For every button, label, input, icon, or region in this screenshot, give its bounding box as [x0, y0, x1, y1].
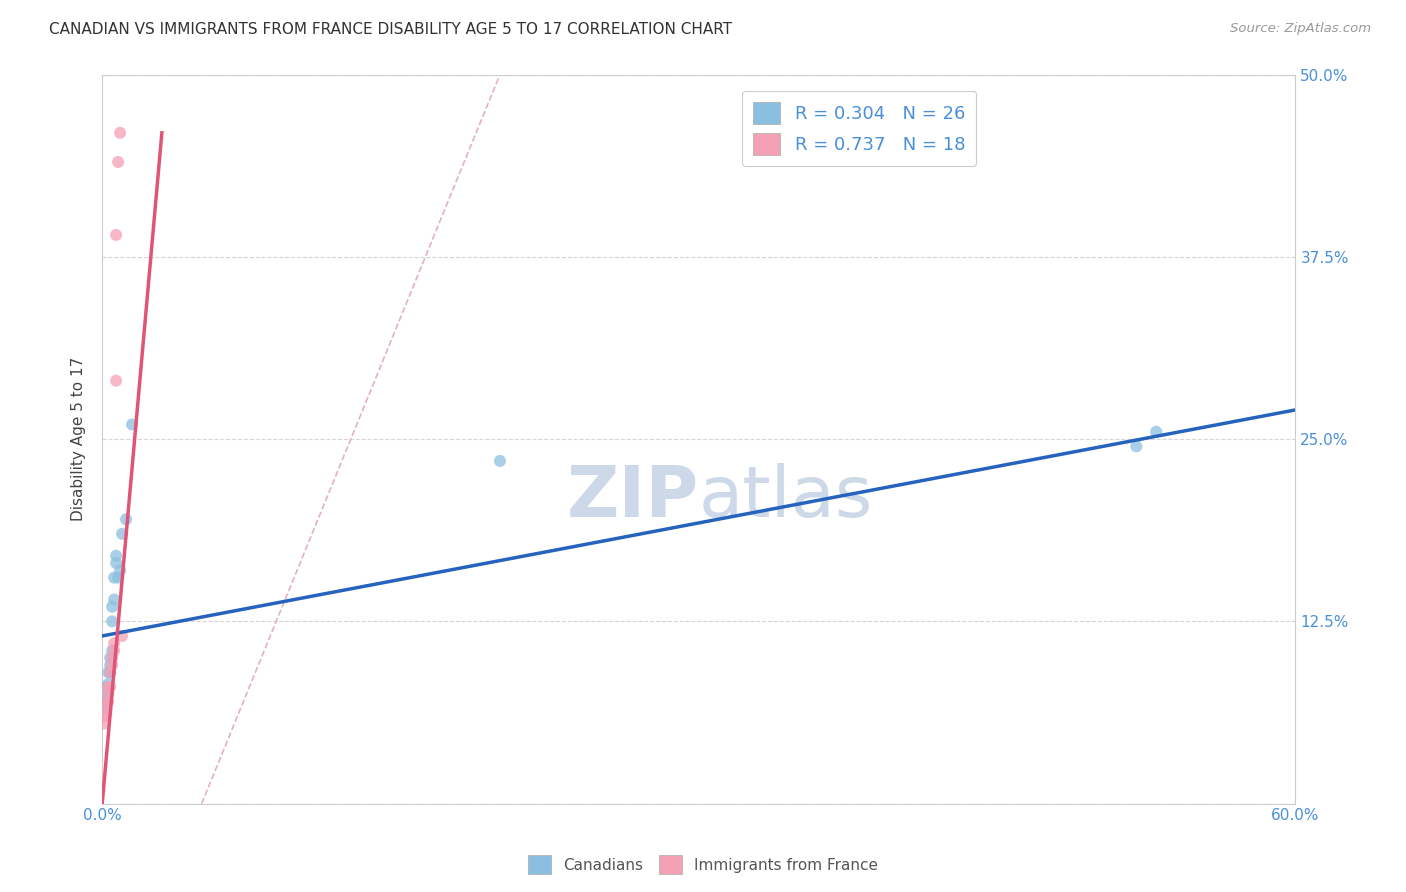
Point: [98, 658, 121, 673]
Point: [107, 155, 129, 169]
Point: [98, 665, 121, 680]
Point: [97, 665, 120, 680]
Point: [96, 698, 118, 712]
Text: atlas: atlas: [699, 463, 873, 532]
Point: [97, 694, 120, 708]
Point: [96, 702, 118, 716]
Point: [96, 680, 118, 694]
Point: [489, 454, 512, 468]
Point: [101, 643, 124, 657]
Point: [93, 709, 115, 723]
Point: [111, 526, 134, 541]
Point: [101, 599, 124, 614]
Point: [103, 571, 125, 585]
Text: ZIP: ZIP: [567, 463, 699, 532]
Point: [105, 227, 128, 242]
Point: [107, 571, 129, 585]
Point: [98, 680, 121, 694]
Point: [103, 636, 125, 650]
Point: [97, 687, 120, 701]
Point: [108, 563, 131, 577]
Point: [96, 691, 118, 706]
Point: [105, 549, 128, 563]
Point: [93, 702, 115, 716]
Point: [93, 716, 115, 731]
Point: [101, 658, 124, 673]
Point: [111, 629, 134, 643]
Legend: Canadians, Immigrants from France: Canadians, Immigrants from France: [522, 849, 884, 880]
Point: [1144, 425, 1167, 439]
Legend: R = 0.304   N = 26, R = 0.737   N = 18: R = 0.304 N = 26, R = 0.737 N = 18: [742, 91, 976, 166]
Text: Source: ZipAtlas.com: Source: ZipAtlas.com: [1230, 22, 1371, 36]
Point: [97, 680, 120, 694]
Point: [115, 512, 138, 526]
Point: [93, 694, 115, 708]
Point: [98, 665, 121, 680]
Point: [101, 650, 124, 665]
Point: [1125, 439, 1147, 453]
Point: [103, 643, 125, 657]
Point: [96, 706, 118, 721]
Point: [97, 677, 120, 691]
Point: [101, 615, 124, 629]
Point: [97, 687, 120, 701]
Point: [103, 592, 125, 607]
Point: [105, 374, 128, 388]
Point: [105, 556, 128, 570]
Text: CANADIAN VS IMMIGRANTS FROM FRANCE DISABILITY AGE 5 TO 17 CORRELATION CHART: CANADIAN VS IMMIGRANTS FROM FRANCE DISAB…: [49, 22, 733, 37]
Y-axis label: Disability Age 5 to 17: Disability Age 5 to 17: [72, 357, 86, 521]
Point: [98, 650, 121, 665]
Point: [108, 126, 131, 140]
Point: [121, 417, 143, 432]
